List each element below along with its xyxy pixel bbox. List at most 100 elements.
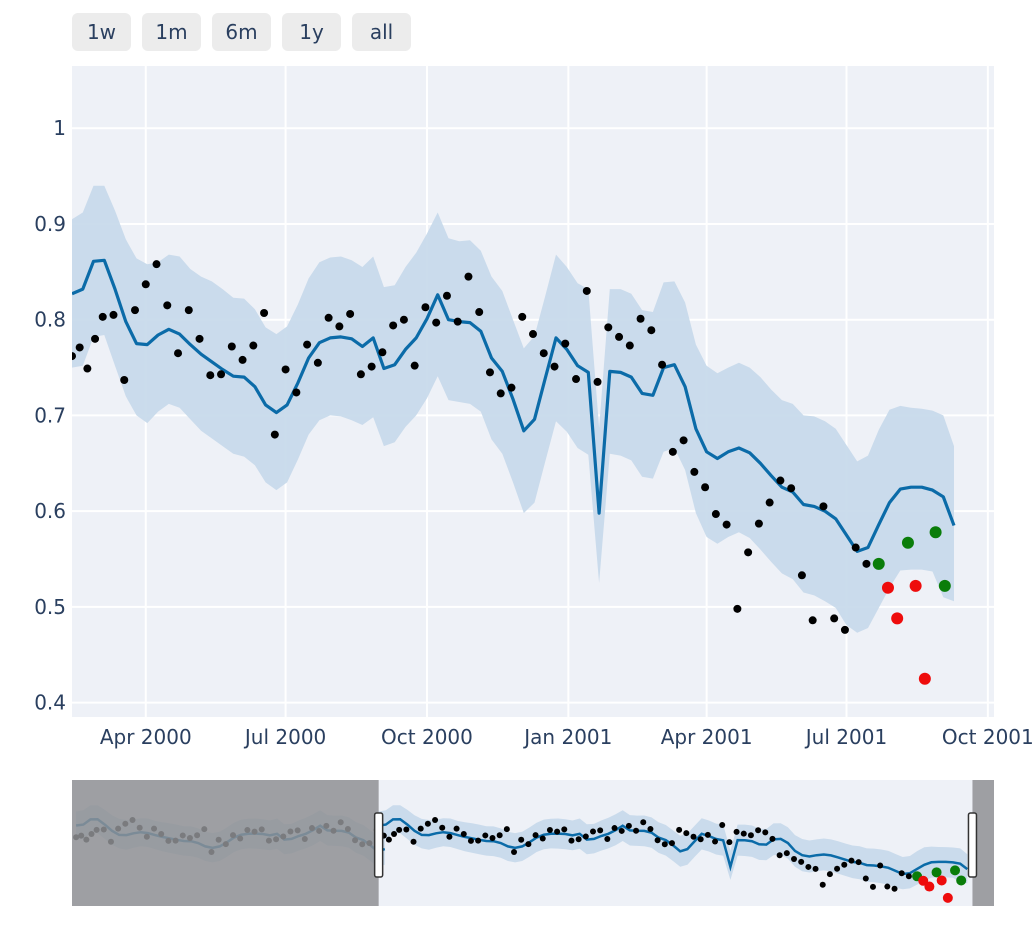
actual-point[interactable] [238,355,247,364]
actual-point[interactable] [206,371,215,380]
actual-point[interactable] [75,343,84,352]
actual-point[interactable] [636,314,645,323]
actual-point[interactable] [658,360,667,369]
actual-point[interactable] [797,571,806,580]
actual-point[interactable] [625,341,634,350]
actual-point[interactable] [518,312,527,321]
actual-point[interactable] [442,291,451,300]
actual-point[interactable] [485,368,494,377]
actual-point[interactable] [475,308,484,317]
above-forecast-point[interactable] [938,579,951,592]
actual-point[interactable] [733,604,742,613]
actual-point[interactable] [572,375,581,384]
actual-point[interactable] [776,476,785,485]
actual-point[interactable] [722,520,731,529]
actual-point[interactable] [131,306,140,315]
slider-actual-point [489,834,496,841]
actual-point[interactable] [217,370,226,379]
actual-point[interactable] [754,519,763,528]
actual-point[interactable] [120,376,129,385]
main-plot-area[interactable]: 0.4 0.5 0.6 0.7 0.8 0.9 1 Apr 2000 Jul 2000 Oct 2… [34,66,1034,749]
actual-point[interactable] [765,498,774,507]
actual-point[interactable] [808,616,817,625]
actual-point[interactable] [539,349,548,358]
actual-point[interactable] [744,548,753,557]
below-forecast-point[interactable] [891,612,904,625]
actual-point[interactable] [668,447,677,456]
range-slider[interactable] [72,780,994,906]
range-button-1m[interactable]: 1m [142,13,201,51]
actual-point[interactable] [367,362,376,371]
slider-actual-point [453,825,460,832]
actual-point[interactable] [582,286,591,295]
actual-point[interactable] [604,323,613,332]
actual-point[interactable] [593,377,602,386]
slider-right-handle[interactable] [967,812,978,878]
actual-point[interactable] [324,313,333,322]
actual-point[interactable] [68,352,76,361]
actual-points [68,260,871,634]
actual-point[interactable] [184,306,193,315]
actual-point[interactable] [840,625,849,634]
below-forecast-point[interactable] [918,672,931,685]
slider-actual-point [841,861,848,868]
actual-point[interactable] [335,322,344,331]
actual-point[interactable] [174,349,183,358]
actual-point[interactable] [529,330,537,339]
actual-point[interactable] [389,321,398,330]
actual-point[interactable] [819,502,828,511]
actual-point[interactable] [281,365,290,374]
actual-point[interactable] [303,340,312,349]
above-forecast-point[interactable] [872,557,885,570]
actual-point[interactable] [91,334,100,343]
actual-point[interactable] [507,383,516,392]
actual-point[interactable] [270,430,279,439]
actual-point[interactable] [313,358,322,367]
actual-point[interactable] [690,467,699,476]
actual-point[interactable] [163,301,172,310]
actual-point[interactable] [679,436,688,445]
actual-point[interactable] [292,388,301,397]
actual-point[interactable] [346,309,355,318]
actual-point[interactable] [830,614,839,623]
actual-point[interactable] [615,332,624,341]
slider-above-point [931,867,942,878]
actual-point[interactable] [432,318,441,327]
actual-point[interactable] [141,280,150,289]
actual-point[interactable] [249,341,258,350]
actual-point[interactable] [561,339,570,348]
above-forecast-point[interactable] [929,526,942,539]
actual-point[interactable] [378,348,387,357]
actual-point[interactable] [421,303,430,312]
actual-point[interactable] [787,484,796,493]
below-forecast-point[interactable] [881,581,894,594]
actual-point[interactable] [152,260,161,269]
actual-point[interactable] [227,342,236,351]
actual-point[interactable] [98,312,107,321]
actual-point[interactable] [260,308,269,317]
actual-point[interactable] [711,510,720,519]
range-button-6m[interactable]: 6m [212,13,271,51]
actual-point[interactable] [496,389,505,398]
range-button-1w[interactable]: 1w [72,13,131,51]
actual-point[interactable] [862,559,871,568]
slider-actual-point [769,835,776,842]
actual-point[interactable] [399,315,408,324]
below-forecast-point[interactable] [909,579,922,592]
actual-point[interactable] [464,272,473,281]
actual-point[interactable] [550,362,559,371]
actual-point[interactable] [453,317,462,326]
actual-point[interactable] [83,364,92,373]
actual-point[interactable] [647,326,656,335]
range-button-all[interactable]: all [352,13,411,51]
above-forecast-point[interactable] [901,536,914,549]
actual-point[interactable] [356,370,365,379]
actual-point[interactable] [109,310,118,319]
actual-point[interactable] [195,334,204,343]
slider-left-handle[interactable] [373,812,384,878]
actual-point[interactable] [410,361,419,370]
actual-point[interactable] [851,543,860,552]
actual-point[interactable] [701,483,710,492]
range-button-1y[interactable]: 1y [282,13,341,51]
